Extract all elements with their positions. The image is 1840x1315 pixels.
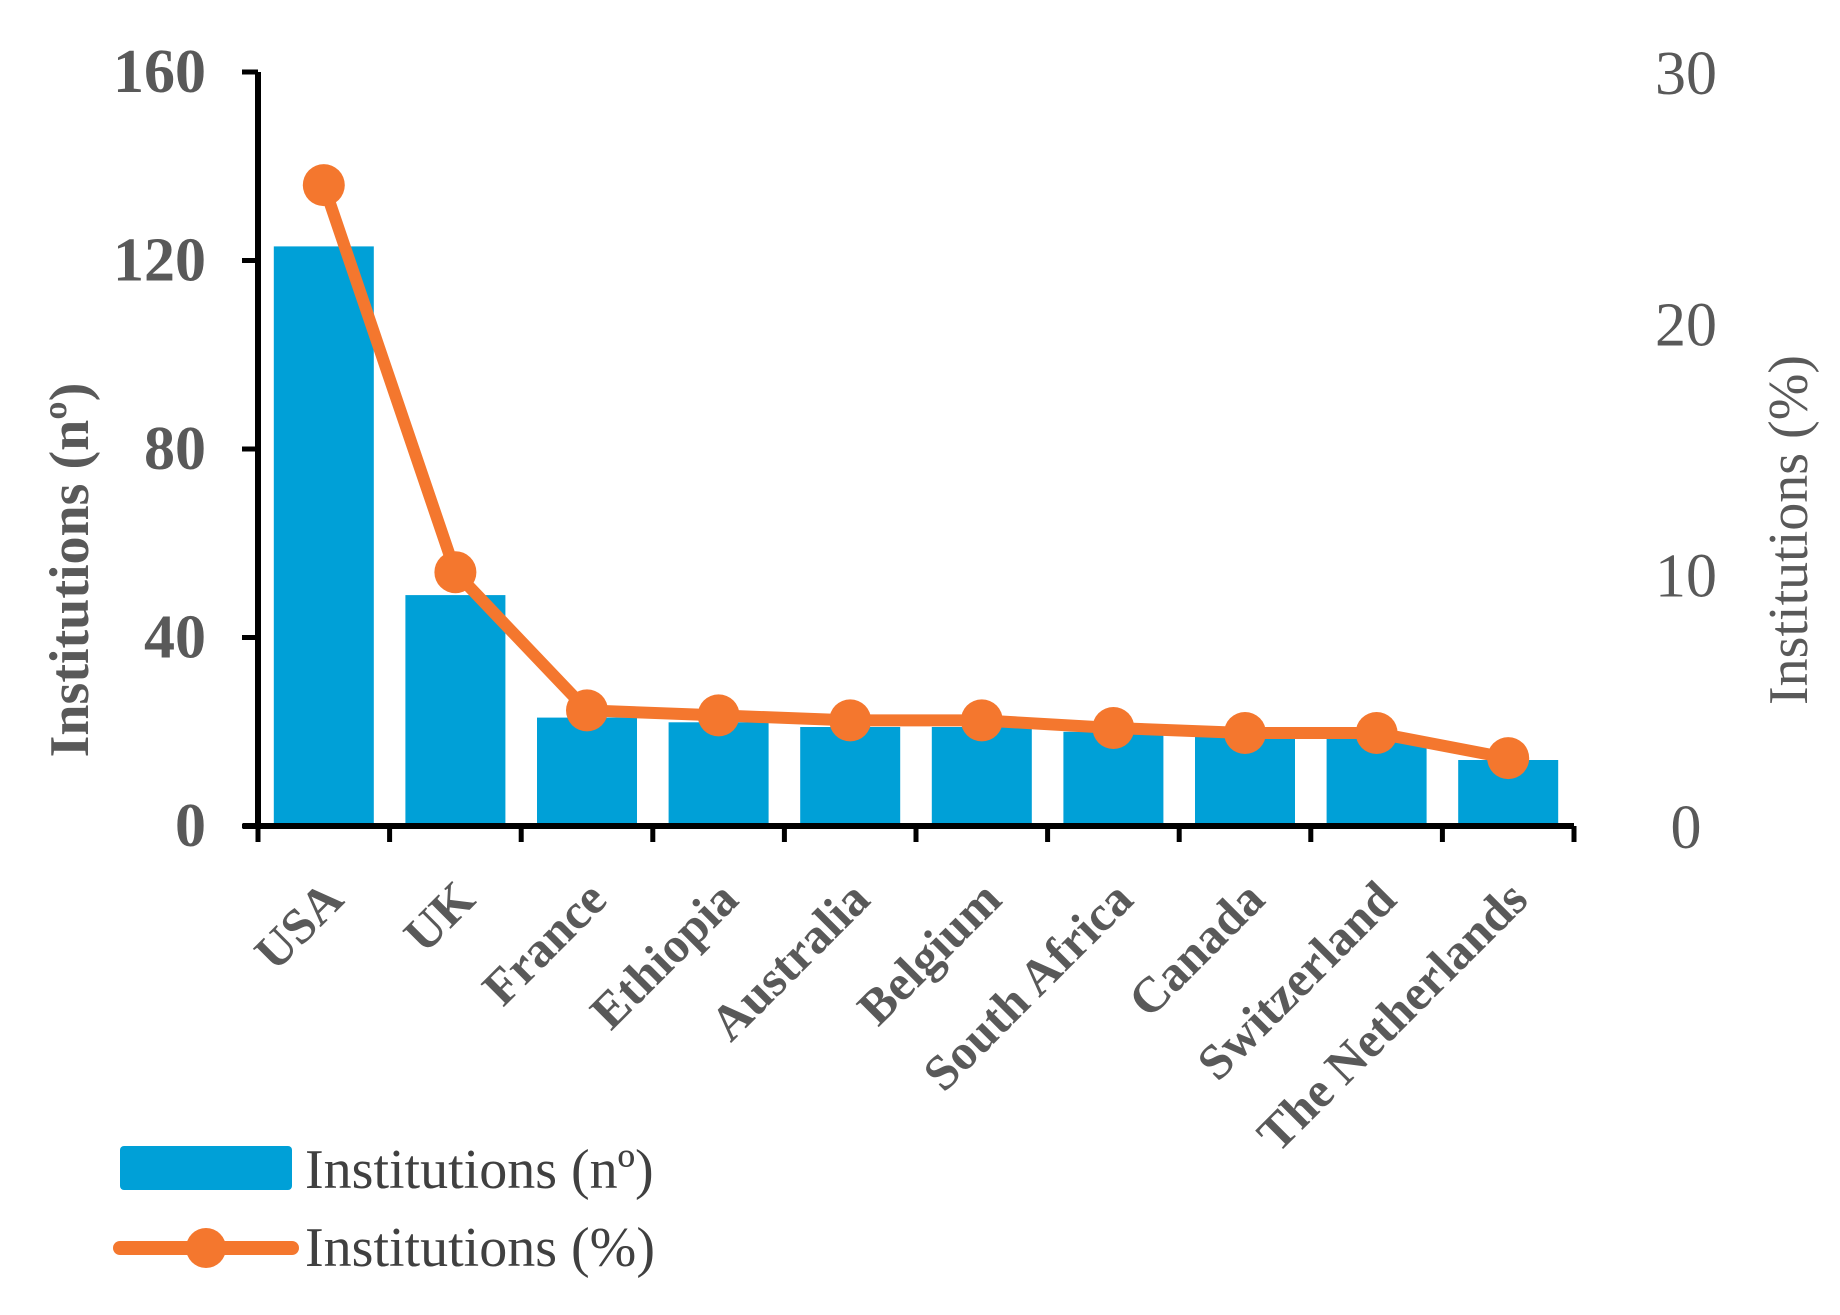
category-labels: USA UKFranceEthiopiaAustraliaBelgiumSouth… xyxy=(243,870,1538,1162)
point-usa xyxy=(302,164,345,207)
category-label-usa: USA xyxy=(243,870,353,980)
y-axis-title-left: Institutions (nº) xyxy=(39,383,101,758)
percent-line xyxy=(317,179,1515,765)
bar-france xyxy=(537,717,637,826)
percent-series xyxy=(302,164,1530,780)
point-france xyxy=(566,689,608,732)
left-tick-label: 160 xyxy=(113,38,206,106)
point-south-africa xyxy=(1092,707,1135,749)
legend-bar-swatch xyxy=(120,1146,292,1190)
point-belgium xyxy=(960,699,1003,742)
left-tick-label: 40 xyxy=(144,604,206,672)
bar-belgium xyxy=(931,727,1032,826)
point-australia xyxy=(829,699,872,742)
legend-line-marker xyxy=(186,1228,226,1268)
left-tick-label: 0 xyxy=(175,792,206,860)
legend: Institutions (nº) Institutions (%) xyxy=(113,1139,655,1279)
bars xyxy=(273,246,1559,827)
bar-australia xyxy=(800,727,901,826)
right-tick-label: 30 xyxy=(1655,40,1717,108)
right-tick-label: 20 xyxy=(1655,291,1717,359)
x-axis-ticks xyxy=(255,826,1577,842)
point-uk xyxy=(434,551,477,594)
left-axis-ticks: 0 40 80 120 160 xyxy=(113,38,258,860)
y-axis-title-right: Institutions (%) xyxy=(1758,355,1820,705)
left-tick-label: 120 xyxy=(113,227,206,295)
left-tick-label: 80 xyxy=(144,415,206,483)
category-label-uk: UK xyxy=(393,870,486,963)
bar-uk xyxy=(405,595,506,826)
right-tick-label: 10 xyxy=(1655,543,1717,611)
point-switzerland xyxy=(1355,712,1398,754)
bar-usa xyxy=(273,246,374,826)
legend-bar-label: Institutions (nº) xyxy=(305,1139,654,1201)
point-ethiopia xyxy=(697,694,740,737)
point-canada xyxy=(1224,712,1266,754)
legend-line-label: Institutions (%) xyxy=(305,1217,655,1279)
right-tick-label: 0 xyxy=(1671,794,1702,862)
right-axis-ticks: 0 10 20 30 xyxy=(1655,40,1717,862)
bar-ethiopia xyxy=(668,722,769,826)
point-the-netherlands xyxy=(1487,737,1530,780)
